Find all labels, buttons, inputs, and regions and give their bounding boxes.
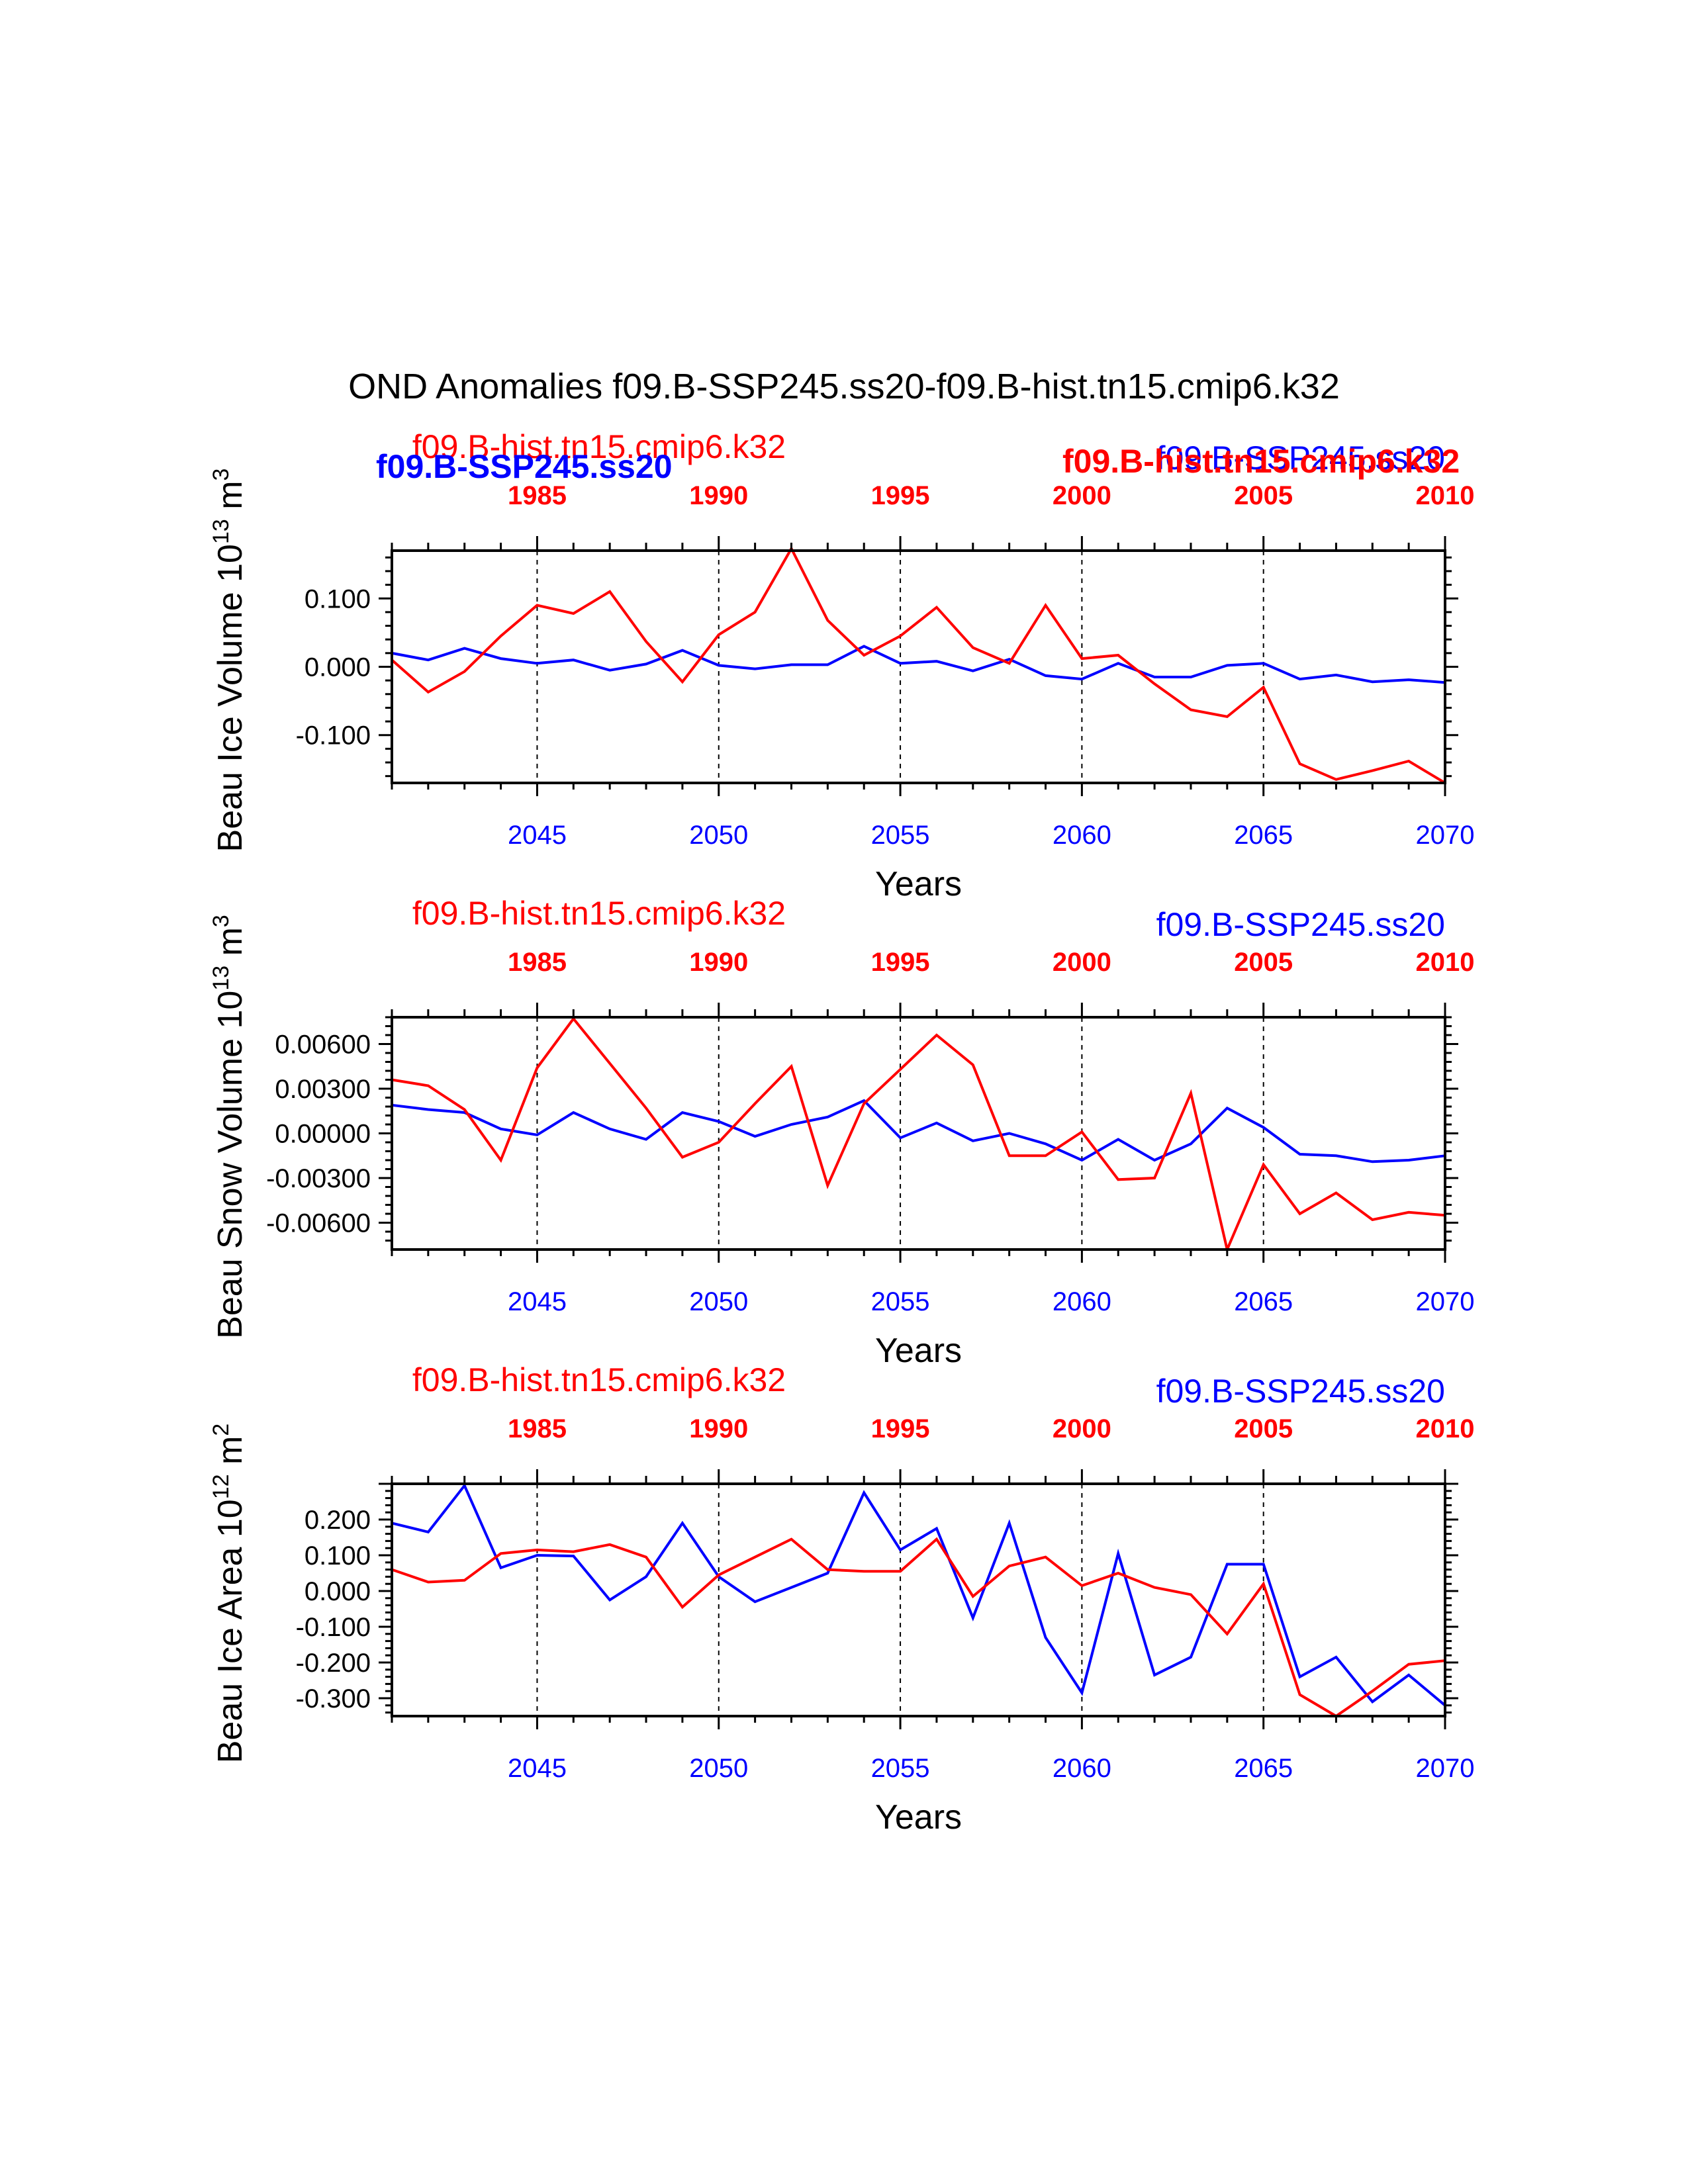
y-axis-title-exponent: 12	[209, 1474, 234, 1499]
series-line-hist	[391, 1537, 1446, 1718]
y-axis-title-unit-exponent: 3	[209, 469, 234, 481]
x-tick-label-top: 1985	[508, 481, 567, 510]
x-tick-label-bottom: 2065	[1234, 1287, 1293, 1316]
x-tick-label-bottom: 2050	[689, 821, 748, 850]
x-tick-label-bottom: 2045	[508, 1754, 567, 1783]
series-line-ssp	[391, 1482, 1446, 1707]
x-tick-label-top: 1990	[689, 481, 748, 510]
x-tick-label-bottom: 2060	[1053, 1287, 1111, 1316]
y-tick-label: -0.100	[296, 721, 371, 751]
y-tick-label: 0.200	[305, 1506, 371, 1535]
series-line-ssp	[391, 645, 1446, 684]
x-tick-label-bottom: 2065	[1234, 1754, 1293, 1783]
y-axis: -0.00600 -0.00300 0.00000 0.00300 0.00600	[266, 1016, 1458, 1242]
y-tick-label: 0.00000	[275, 1120, 371, 1149]
x-tick-label-top: 1985	[508, 948, 567, 977]
y-axis-title: Beau Ice Volume 1013 m3	[209, 469, 250, 852]
y-axis-title-unit: m	[211, 1436, 250, 1475]
y-tick-label: 0.00600	[275, 1030, 371, 1060]
x-tick-label-bottom: 2055	[871, 1287, 930, 1316]
y-tick-label: 0.000	[305, 653, 371, 682]
y-axis-title: Beau Ice Area 1012 m2	[209, 1424, 250, 1763]
x-axis-top: 1985 1990 1995 2000 2005 2010	[391, 481, 1475, 551]
y-tick-label: -0.00300	[266, 1164, 371, 1193]
x-tick-label-top: 2010	[1416, 948, 1475, 977]
x-tick-label-top: 1985	[508, 1414, 567, 1443]
x-axis-bottom: 2045 2050 2055 2060 2065 2070	[391, 1250, 1475, 1316]
y-axis-title-text: Beau Ice Area 10	[211, 1499, 250, 1763]
x-axis-title: Years	[875, 865, 962, 903]
x-axis-top: 1985 1990 1995 2000 2005 2010	[391, 1414, 1475, 1484]
x-axis-bottom: 2045 2050 2055 2060 2065 2070	[391, 1716, 1475, 1783]
y-axis: -0.100 0.000 0.100	[296, 556, 1458, 778]
x-tick-label-bottom: 2070	[1416, 1754, 1475, 1783]
series-line-ssp	[391, 1099, 1446, 1163]
legend-label-hist: f09.B-hist.tn15.cmip6.k32	[412, 895, 786, 932]
y-axis-title-unit: m	[211, 927, 250, 966]
x-tick-label-bottom: 2050	[689, 1287, 748, 1316]
x-tick-label-bottom: 2045	[508, 1287, 567, 1316]
y-axis-title-exponent: 13	[209, 519, 234, 544]
x-tick-label-top: 2005	[1234, 948, 1293, 977]
x-tick-label-top: 2000	[1053, 1414, 1111, 1443]
x-tick-label-bottom: 2065	[1234, 821, 1293, 850]
x-tick-label-top: 2000	[1053, 948, 1111, 977]
x-tick-label-top: 2010	[1416, 1414, 1475, 1443]
y-axis-title-unit: m	[211, 480, 250, 519]
plot-frame	[391, 1482, 1446, 1717]
x-tick-label-top: 1995	[871, 481, 930, 510]
y-tick-label: 0.000	[305, 1577, 371, 1606]
x-tick-label-top: 2005	[1234, 481, 1293, 510]
legend-label-ssp: f09.B-SSP245.ss20	[1156, 439, 1445, 477]
panel-ice-area: -0.300 -0.200 -0.100 0.000 0.100 0.200 2045 205…	[209, 1361, 1474, 1837]
y-tick-label: -0.300	[296, 1684, 371, 1713]
x-tick-label-top: 2005	[1234, 1414, 1293, 1443]
x-axis-top: 1985 1990 1995 2000 2005 2010	[391, 948, 1475, 1017]
y-tick-label: -0.100	[296, 1613, 371, 1642]
x-tick-label-bottom: 2070	[1416, 821, 1475, 850]
y-axis-title-unit-exponent: 2	[209, 1424, 234, 1436]
x-axis-bottom: 2045 2050 2055 2060 2065 2070	[391, 783, 1475, 850]
panel-snow-volume: -0.00600 -0.00300 0.00000 0.00300 0.00600 204…	[209, 895, 1474, 1370]
y-axis-title-text: Beau Ice Volume 10	[211, 544, 250, 852]
y-axis-title-text: Beau Snow Volume 10	[211, 991, 250, 1339]
x-tick-label-bottom: 2050	[689, 1754, 748, 1783]
y-axis: -0.300 -0.200 -0.100 0.000 0.100 0.200	[296, 1482, 1458, 1714]
overlay-label-hist-bold: f09.B-hist.tn15.cmip6.k32	[1062, 443, 1460, 480]
x-tick-label-top: 1995	[871, 1414, 930, 1443]
x-axis-title: Years	[875, 1332, 962, 1370]
y-tick-label: -0.200	[296, 1649, 371, 1678]
x-tick-label-bottom: 2055	[871, 1754, 930, 1783]
x-tick-label-top: 1990	[689, 948, 748, 977]
y-axis-title-exponent: 13	[209, 966, 234, 991]
x-tick-label-bottom: 2060	[1053, 1754, 1111, 1783]
y-tick-label: 0.100	[305, 1541, 371, 1570]
legend-label-ssp: f09.B-SSP245.ss20	[1156, 906, 1445, 943]
y-tick-label: 0.00300	[275, 1075, 371, 1104]
overlay-label-ssp-bold: f09.B-SSP245.ss20	[376, 448, 673, 485]
legend-label-hist: f09.B-hist.tn15.cmip6.k32	[412, 428, 786, 465]
y-tick-label: -0.00600	[266, 1209, 371, 1238]
legend-label-hist: f09.B-hist.tn15.cmip6.k32	[412, 1361, 786, 1398]
series-line-hist	[391, 1017, 1446, 1254]
y-tick-label: 0.100	[305, 584, 371, 614]
x-tick-label-bottom: 2060	[1053, 821, 1111, 850]
panel-ice-volume: -0.100 0.000 0.100 2045 2050 2055 2060 2065 2070…	[209, 428, 1474, 903]
x-tick-label-top: 2000	[1053, 481, 1111, 510]
x-tick-label-bottom: 2055	[871, 821, 930, 850]
y-axis-title: Beau Snow Volume 1013 m3	[209, 915, 250, 1339]
x-tick-label-top: 2010	[1416, 481, 1475, 510]
x-tick-label-top: 1995	[871, 948, 930, 977]
x-tick-label-bottom: 2070	[1416, 1287, 1475, 1316]
x-axis-title: Years	[875, 1798, 962, 1837]
y-axis-title-unit-exponent: 3	[209, 915, 234, 927]
legend-label-ssp: f09.B-SSP245.ss20	[1156, 1373, 1445, 1410]
series-line-hist	[391, 545, 1446, 784]
x-tick-label-top: 1990	[689, 1414, 748, 1443]
figure-title: OND Anomalies f09.B-SSP245.ss20-f09.B-hi…	[348, 367, 1340, 406]
x-tick-label-bottom: 2045	[508, 821, 567, 850]
